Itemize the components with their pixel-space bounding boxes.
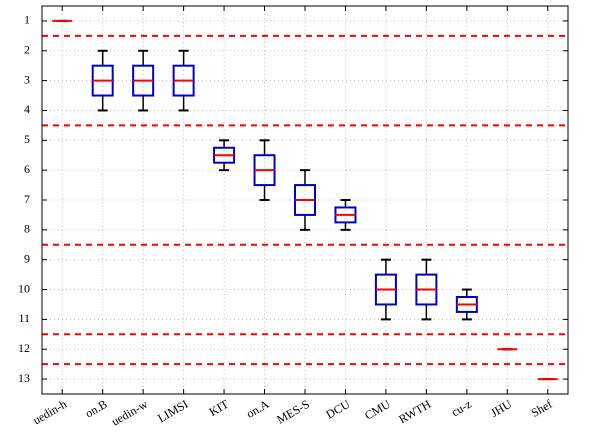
y-tick-label: 12	[18, 341, 30, 355]
x-tick-label: uedin-w	[109, 397, 150, 429]
y-tick-label: 2	[24, 43, 30, 57]
y-tick-label: 1	[24, 13, 30, 27]
x-tick-label: DCU	[323, 397, 352, 422]
x-tick-label: KIT	[207, 397, 232, 419]
y-tick-label: 3	[24, 72, 30, 86]
x-tick-label: cu-z	[449, 397, 474, 419]
x-tick-label: JHU	[488, 397, 514, 420]
y-tick-label: 7	[24, 192, 30, 206]
x-tick-label: on.A	[244, 397, 272, 421]
x-tick-label: CMU	[362, 397, 393, 423]
plot-frame	[41, 5, 569, 395]
y-tick-label: 10	[18, 281, 30, 295]
x-tick-label: uedin-h	[30, 397, 69, 427]
y-tick-label: 6	[24, 162, 30, 176]
y-tick-label: 8	[24, 222, 30, 236]
x-tick-label: MES-S	[274, 397, 312, 427]
y-tick-label: 5	[24, 132, 30, 146]
y-tick-label: 4	[24, 102, 30, 116]
x-tick-label: RWTH	[396, 397, 433, 427]
y-tick-label: 13	[18, 371, 30, 385]
x-tick-label: LIMSI	[155, 397, 190, 425]
y-tick-label: 9	[24, 251, 30, 265]
y-tick-label: 11	[18, 311, 30, 325]
x-tick-label: on.B	[83, 397, 110, 421]
x-tick-label: Shef	[529, 397, 555, 420]
